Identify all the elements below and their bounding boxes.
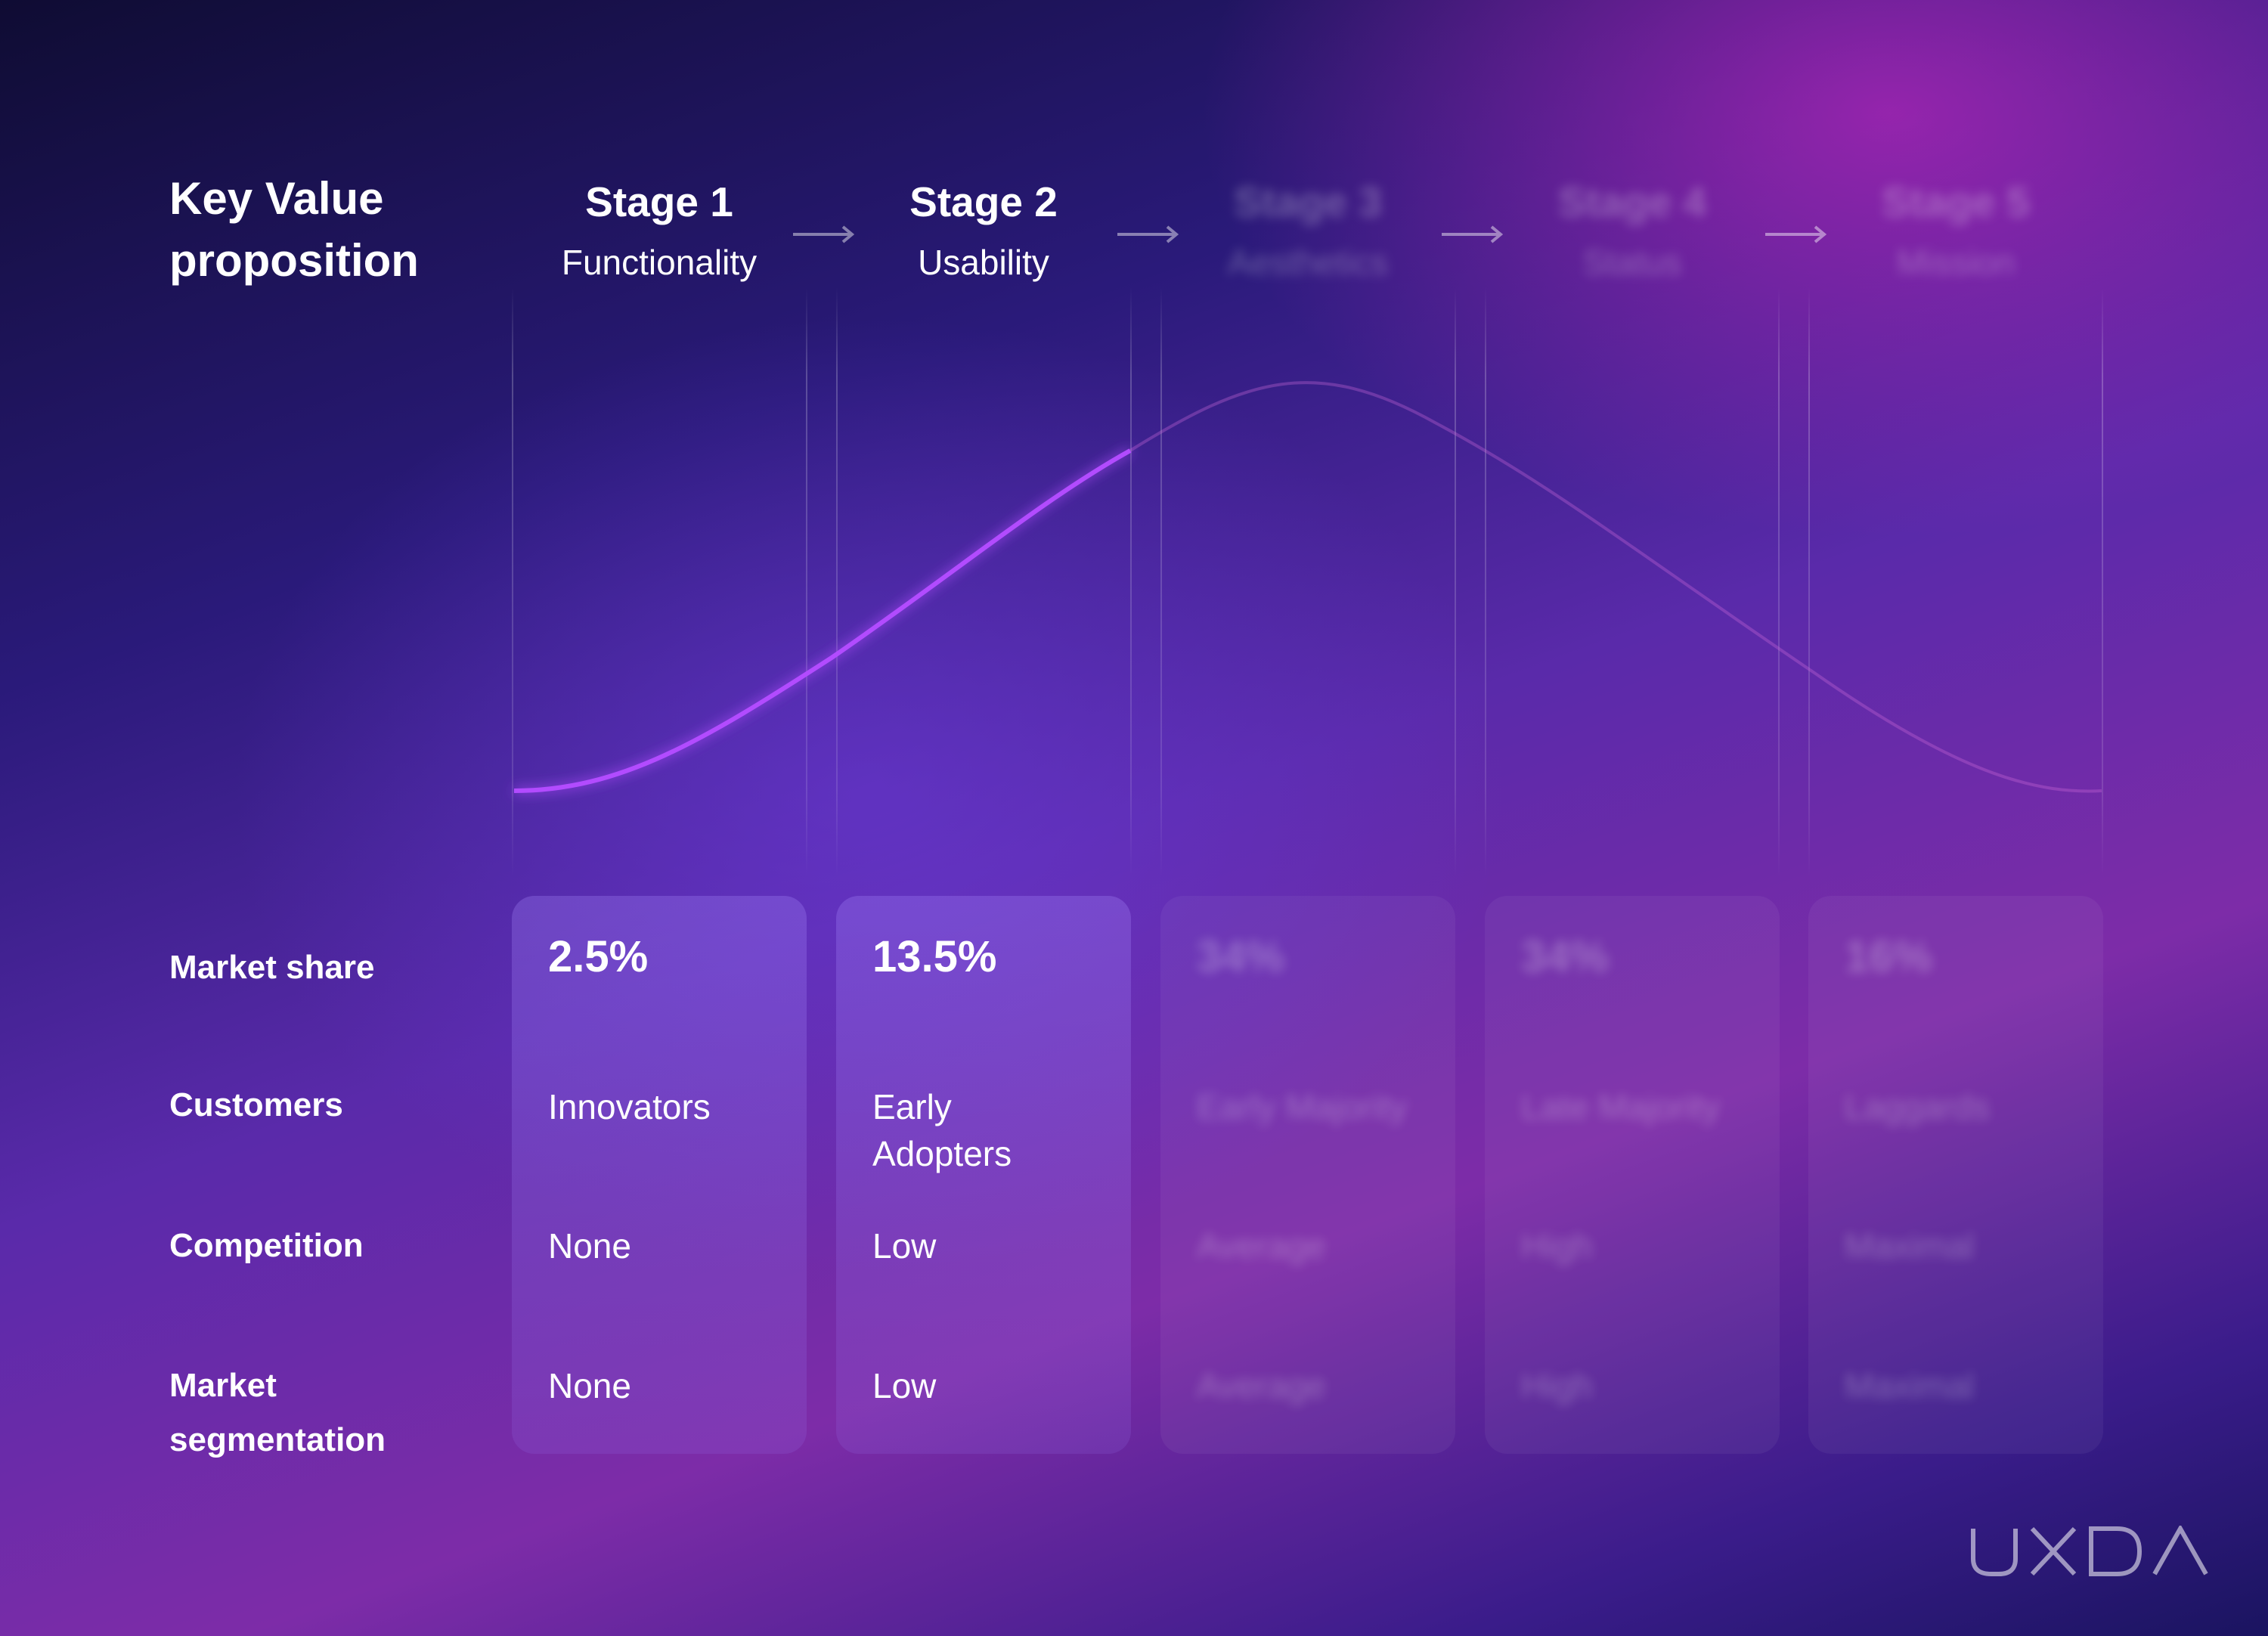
stage-5-customers: Laggards	[1845, 1087, 1990, 1126]
stage-4-competition: High	[1521, 1226, 1593, 1266]
stage-2-card: 13.5% Early Adopters Low Low	[836, 896, 1131, 1454]
curve-active-segment	[513, 448, 1132, 793]
row-label-segmentation-line1: Market	[169, 1367, 277, 1404]
stage-2-segmentation: Low	[872, 1366, 937, 1405]
stage-1-card: 2.5% Innovators None None	[512, 896, 807, 1454]
column-divider	[1455, 287, 1456, 877]
stage-4-customers: Late Majority	[1521, 1087, 1721, 1126]
stage-5-card: 16% Laggards Maximal Maximal	[1808, 896, 2103, 1454]
row-label-segmentation: Market segmentation	[169, 1359, 386, 1467]
stage-1-customers: Innovators	[548, 1087, 711, 1126]
stage-3-name: Stage 3	[1234, 178, 1382, 225]
stage-1-segmentation: None	[548, 1366, 631, 1405]
stage-4-market-share: 34%	[1521, 932, 1610, 981]
stage-1-value: Functionality	[561, 243, 758, 282]
column-divider	[836, 287, 838, 877]
stage-4-name: Stage 4	[1558, 178, 1706, 225]
column-divider	[1485, 287, 1486, 877]
stage-2-market-share: 13.5%	[872, 932, 997, 981]
stage-3-customers: Early Majority	[1197, 1087, 1408, 1126]
stage-2-competition: Low	[872, 1226, 937, 1266]
stage-4-value: Status	[1582, 243, 1682, 282]
stage-3-segmentation: Average	[1197, 1366, 1326, 1405]
stage-4-header: Stage 4 Status	[1485, 175, 1780, 289]
arrow-right-icon	[793, 225, 855, 243]
column-divider	[512, 287, 513, 877]
row-label-segmentation-line2: segmentation	[169, 1421, 386, 1458]
arrow-right-icon	[1765, 225, 1827, 243]
stage-2-value: Usability	[918, 243, 1049, 282]
stage-1-competition: None	[548, 1226, 631, 1266]
column-divider	[1808, 287, 1810, 877]
column-divider	[1160, 287, 1162, 877]
stage-1-name: Stage 1	[585, 178, 733, 225]
stage-3-header: Stage 3 Aesthetics	[1160, 175, 1455, 289]
stage-5-competition: Maximal	[1845, 1226, 1975, 1266]
stage-2-customers: Early Adopters	[872, 1087, 1012, 1173]
stage-5-segmentation: Maximal	[1845, 1366, 1975, 1405]
stage-3-competition: Average	[1197, 1226, 1326, 1266]
arrow-right-icon	[1442, 225, 1504, 243]
column-divider	[2102, 287, 2103, 877]
page-title-line2: proposition	[169, 235, 419, 286]
column-divider	[806, 287, 807, 877]
stage-1-header: Stage 1 Functionality	[512, 175, 807, 289]
stage-3-card: 34% Early Majority Average Average	[1160, 896, 1455, 1454]
row-label-competition: Competition	[169, 1227, 364, 1264]
stage-3-market-share: 34%	[1197, 932, 1285, 981]
stage-5-name: Stage 5	[1882, 178, 2030, 225]
stage-5-market-share: 16%	[1845, 932, 1933, 981]
stage-2-header: Stage 2 Usability	[836, 175, 1131, 289]
row-label-customers: Customers	[169, 1086, 343, 1123]
column-divider	[1130, 287, 1132, 877]
column-divider	[1778, 287, 1780, 877]
page-title-line1: Key Value	[169, 173, 384, 224]
row-label-market-share: Market share	[169, 949, 375, 986]
stage-4-card: 34% Late Majority High High	[1485, 896, 1780, 1454]
curve-faded-segment	[1129, 381, 2102, 793]
uxda-logo	[1971, 1526, 2208, 1576]
stage-5-header: Stage 5 Mission	[1808, 175, 2103, 289]
stage-3-value: Aesthetics	[1227, 243, 1389, 282]
stage-2-name: Stage 2	[909, 178, 1058, 225]
stage-5-value: Mission	[1897, 243, 2015, 282]
stage-1-market-share: 2.5%	[548, 932, 649, 981]
arrow-right-icon	[1117, 225, 1179, 243]
stage-4-segmentation: High	[1521, 1366, 1593, 1405]
page-title: Key Value proposition	[169, 168, 419, 292]
